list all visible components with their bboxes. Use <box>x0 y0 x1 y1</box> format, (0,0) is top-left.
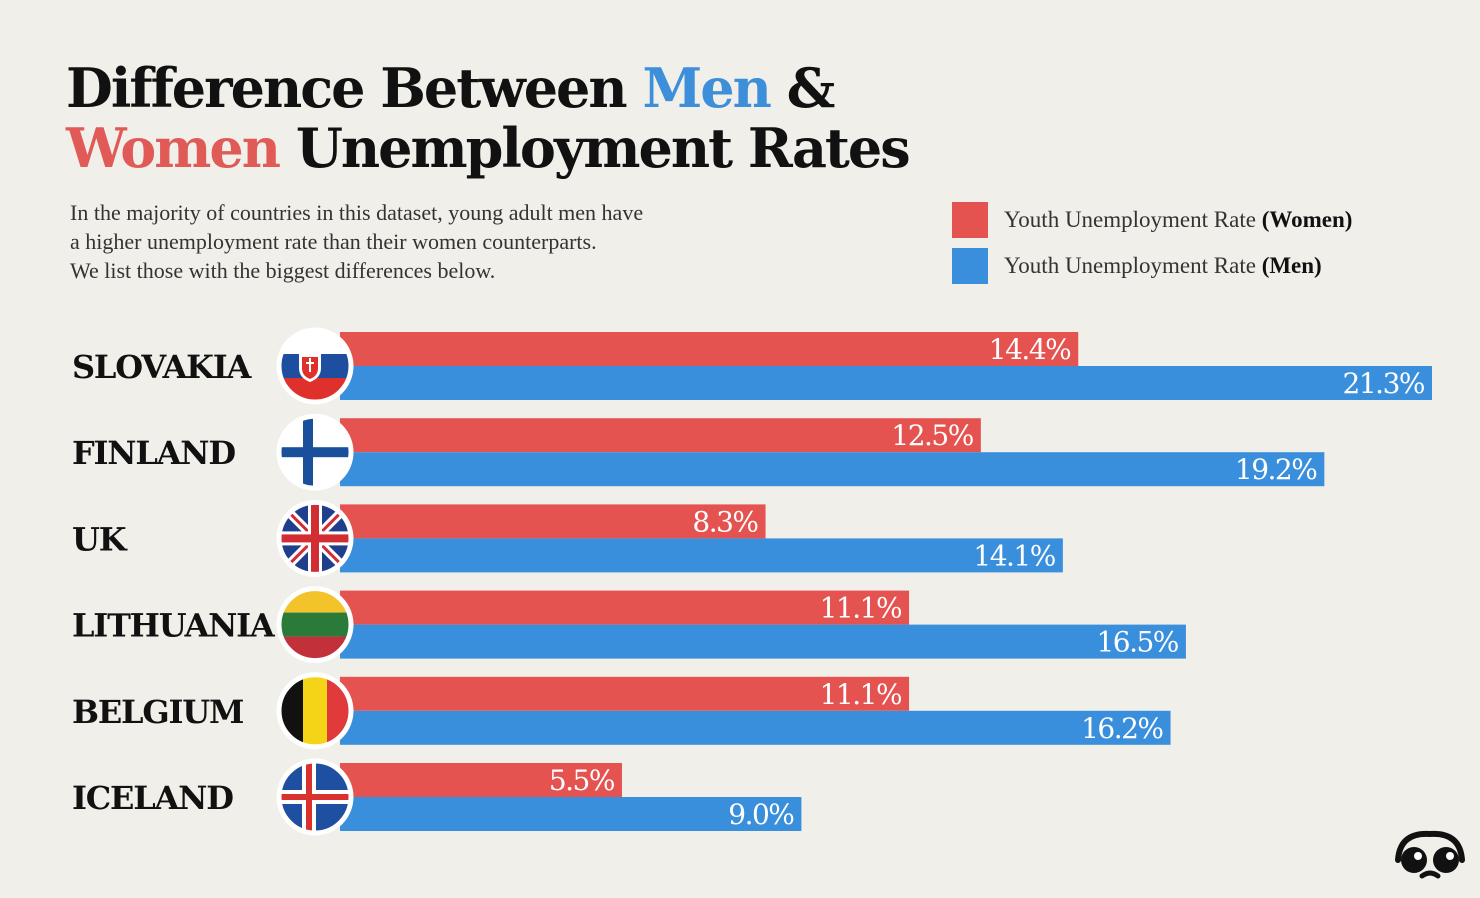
uk-flag-icon <box>276 499 354 577</box>
legend-label-women: Youth Unemployment Rate (Women) <box>1004 207 1352 233</box>
subtitle-line1: In the majority of countries in this dat… <box>70 200 644 225</box>
legend-label-women-prefix: Youth Unemployment Rate <box>1004 207 1262 232</box>
bar-men <box>340 797 802 831</box>
country-label: UK <box>72 520 128 558</box>
legend-label-men: Youth Unemployment Rate (Men) <box>1004 253 1322 279</box>
bar-value-label-women: 5.5% <box>549 764 615 797</box>
country-row: 11.1% 16.5% LITHUANIA <box>72 586 1186 664</box>
bar-women <box>340 676 910 711</box>
bar-value-label-women: 8.3% <box>692 505 758 538</box>
bar-women <box>340 763 622 797</box>
title-men: Men <box>642 56 771 120</box>
country-row: 11.1% 16.2% BELGIUM <box>72 672 1171 750</box>
bar-men <box>340 624 1186 659</box>
legend-item-women: Youth Unemployment Rate (Women) <box>952 202 1352 238</box>
bar-men <box>340 366 1432 400</box>
legend-label-men-prefix: Youth Unemployment Rate <box>1004 253 1262 278</box>
bar-value-label-men: 21.3% <box>1343 367 1425 400</box>
legend-label-men-strong: (Men) <box>1261 253 1322 278</box>
bar-value-label-men: 14.1% <box>973 539 1055 572</box>
country-label: ICELAND <box>72 779 233 817</box>
country-row: 5.5% 9.0% ICELAND <box>72 758 802 836</box>
title-part3: Unemployment Rates <box>279 116 911 180</box>
bar-value-label-women: 12.5% <box>891 419 973 452</box>
title-part1: Difference Between <box>66 56 643 120</box>
bar-value-label-men: 16.5% <box>1096 626 1178 659</box>
bar-value-label-men: 16.2% <box>1081 712 1163 745</box>
legend-swatch-women <box>952 202 988 238</box>
legend-label-women-strong: (Women) <box>1261 207 1353 232</box>
title-women: Women <box>66 116 281 180</box>
subtitle-line3: We list those with the biggest differenc… <box>70 258 496 283</box>
legend-item-men: Youth Unemployment Rate (Men) <box>952 248 1352 284</box>
bar-men <box>340 452 1325 487</box>
country-row: 12.5% 19.2% FINLAND <box>72 413 1325 491</box>
subtitle-line2: a higher unemployment rate than their wo… <box>70 229 597 254</box>
bar-value-label-men: 19.2% <box>1235 453 1317 486</box>
bar-men <box>340 538 1063 573</box>
bar-value-label-women: 14.4% <box>989 333 1071 366</box>
iceland-flag-icon <box>276 758 354 836</box>
lithuania-flag-icon <box>276 586 354 664</box>
chart-subtitle: In the majority of countries in this dat… <box>70 198 830 285</box>
chart-title: Difference Between Men & Women Unemployme… <box>66 56 911 180</box>
bar-women <box>340 332 1079 366</box>
country-label: BELGIUM <box>72 693 243 731</box>
bar-women <box>340 590 910 625</box>
belgium-flag-icon <box>276 672 354 750</box>
country-label: LITHUANIA <box>72 607 276 645</box>
country-row: 14.4% 21.3% SLOVAKIA <box>72 327 1432 405</box>
chart-legend: Youth Unemployment Rate (Women) Youth Un… <box>952 202 1352 294</box>
legend-swatch-men <box>952 248 988 284</box>
country-label: SLOVAKIA <box>72 348 252 386</box>
slovakia-flag-icon <box>276 327 354 405</box>
country-row: 8.3% 14.1% UK <box>72 499 1063 577</box>
bar-women <box>340 418 981 453</box>
title-part2: & <box>769 56 836 120</box>
bar-value-label-women: 11.1% <box>820 592 902 625</box>
bar-men <box>340 710 1171 745</box>
publisher-logo-icon <box>1395 830 1465 879</box>
finland-flag-icon <box>276 413 354 491</box>
bar-value-label-women: 11.1% <box>820 678 902 711</box>
bar-women <box>340 504 766 539</box>
country-label: FINLAND <box>72 434 235 472</box>
bar-value-label-men: 9.0% <box>728 798 794 831</box>
